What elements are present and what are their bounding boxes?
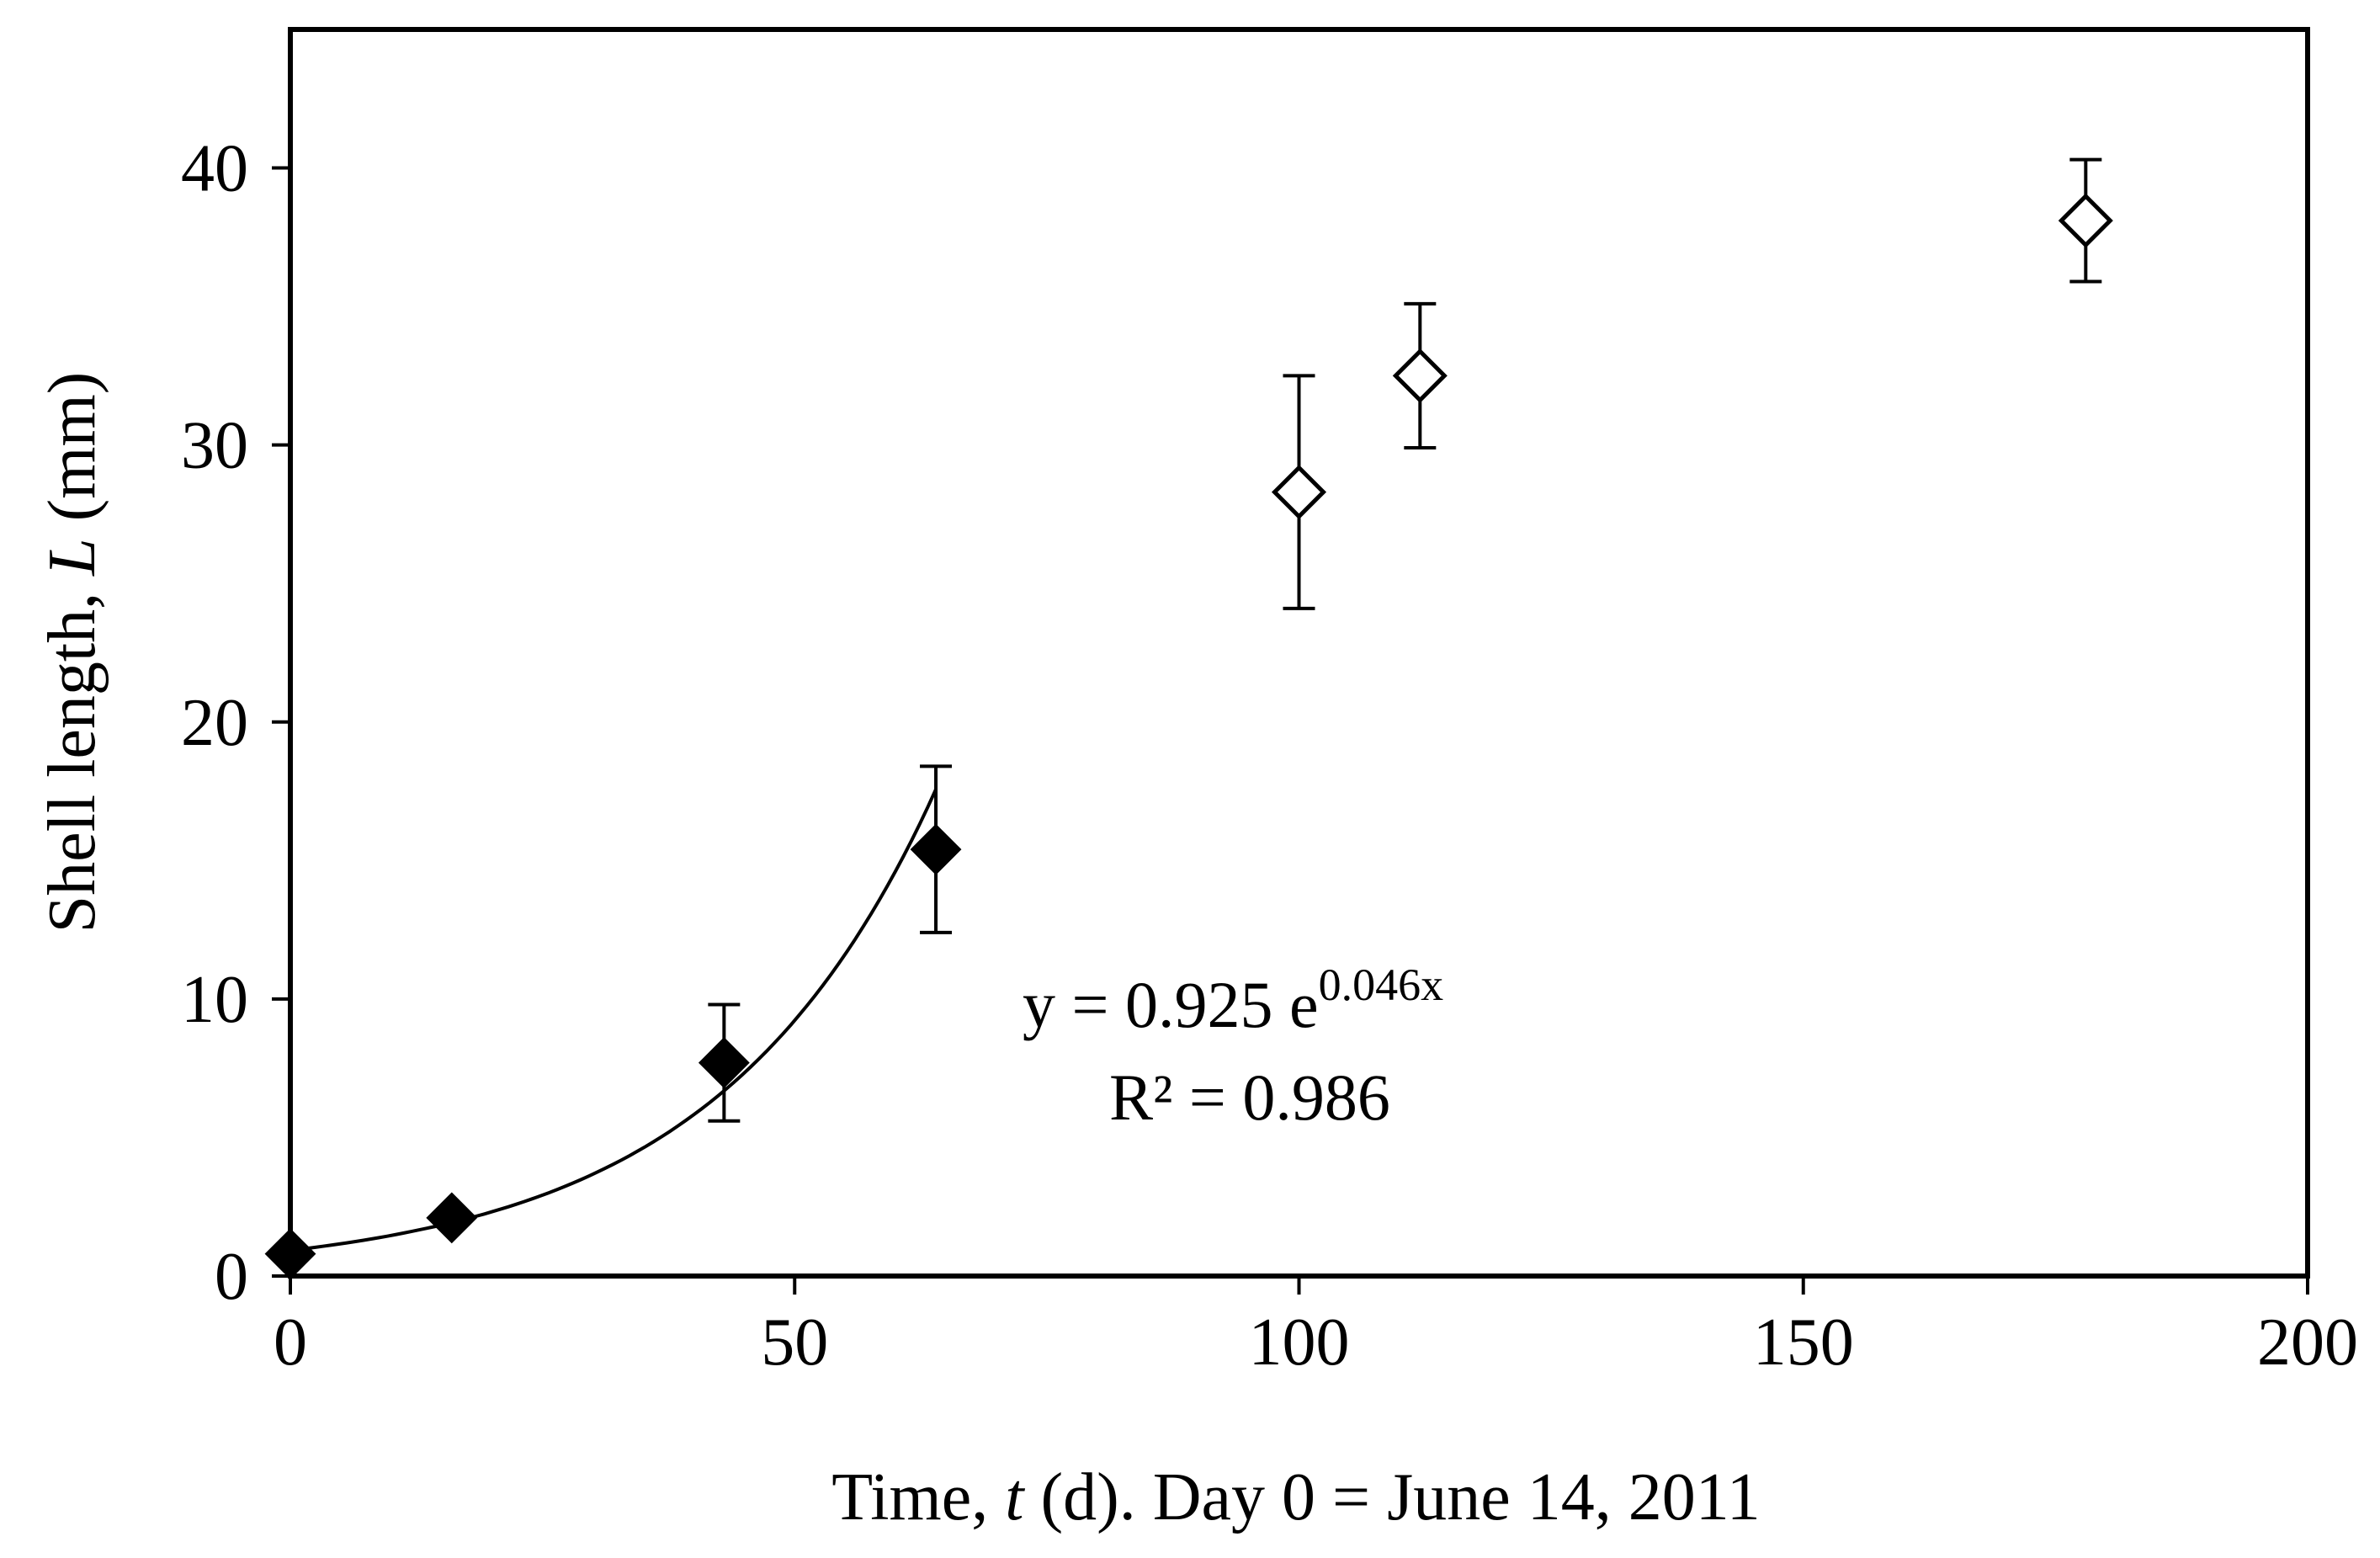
x-tick-label: 100	[1249, 1305, 1350, 1380]
y-axis-label: Shell length, L (mm)	[35, 372, 109, 933]
fit-equation-exponent: 0.046x	[1319, 960, 1444, 1010]
y-tick-label: 40	[181, 132, 248, 206]
x-tick-label: 0	[274, 1305, 307, 1380]
x-tick-label: 200	[2257, 1305, 2358, 1380]
data-point-open-diamond	[2058, 193, 2113, 248]
y-tick-label: 0	[215, 1240, 248, 1314]
y-axis-label-prefix: Shell length,	[35, 576, 109, 933]
x-axis-label-var: t	[1005, 1460, 1025, 1534]
x-axis-label-suffix: (d). Day 0 = June 14, 2011	[1023, 1460, 1760, 1534]
x-tick-label: 150	[1753, 1305, 1854, 1380]
x-axis-label: Time, t (d). Day 0 = June 14, 2011	[831, 1460, 1761, 1534]
data-point-filled-diamond	[264, 1228, 316, 1280]
y-axis-label-var: L	[35, 538, 109, 577]
series-2	[1271, 157, 2113, 610]
data-point-filled-diamond	[698, 1037, 750, 1088]
fit-curve	[290, 788, 938, 1252]
x-tick-label: 50	[761, 1305, 828, 1380]
y-tick-label: 30	[181, 409, 248, 483]
x-axis-label-prefix: Time,	[831, 1460, 1005, 1534]
data-marks	[264, 157, 2113, 1280]
y-axis-label-suffix: (mm)	[35, 372, 109, 539]
fit-equation: y = 0.925 e0.046x	[1023, 960, 1443, 1041]
fit-curve-group	[290, 788, 938, 1252]
data-point-open-diamond	[1271, 465, 1327, 520]
axes: 0 50 100 150 200 0 10 20 30 40	[181, 132, 2358, 1380]
series-1	[264, 764, 962, 1280]
fit-r-squared: R² = 0.986	[1109, 1061, 1390, 1134]
fit-equation-main: y = 0.925 e	[1023, 968, 1319, 1041]
y-tick-label: 10	[181, 963, 248, 1037]
data-point-filled-diamond	[426, 1192, 478, 1244]
y-tick-label: 20	[181, 686, 248, 760]
data-point-filled-diamond	[910, 823, 962, 875]
data-point-open-diamond	[1392, 348, 1448, 403]
